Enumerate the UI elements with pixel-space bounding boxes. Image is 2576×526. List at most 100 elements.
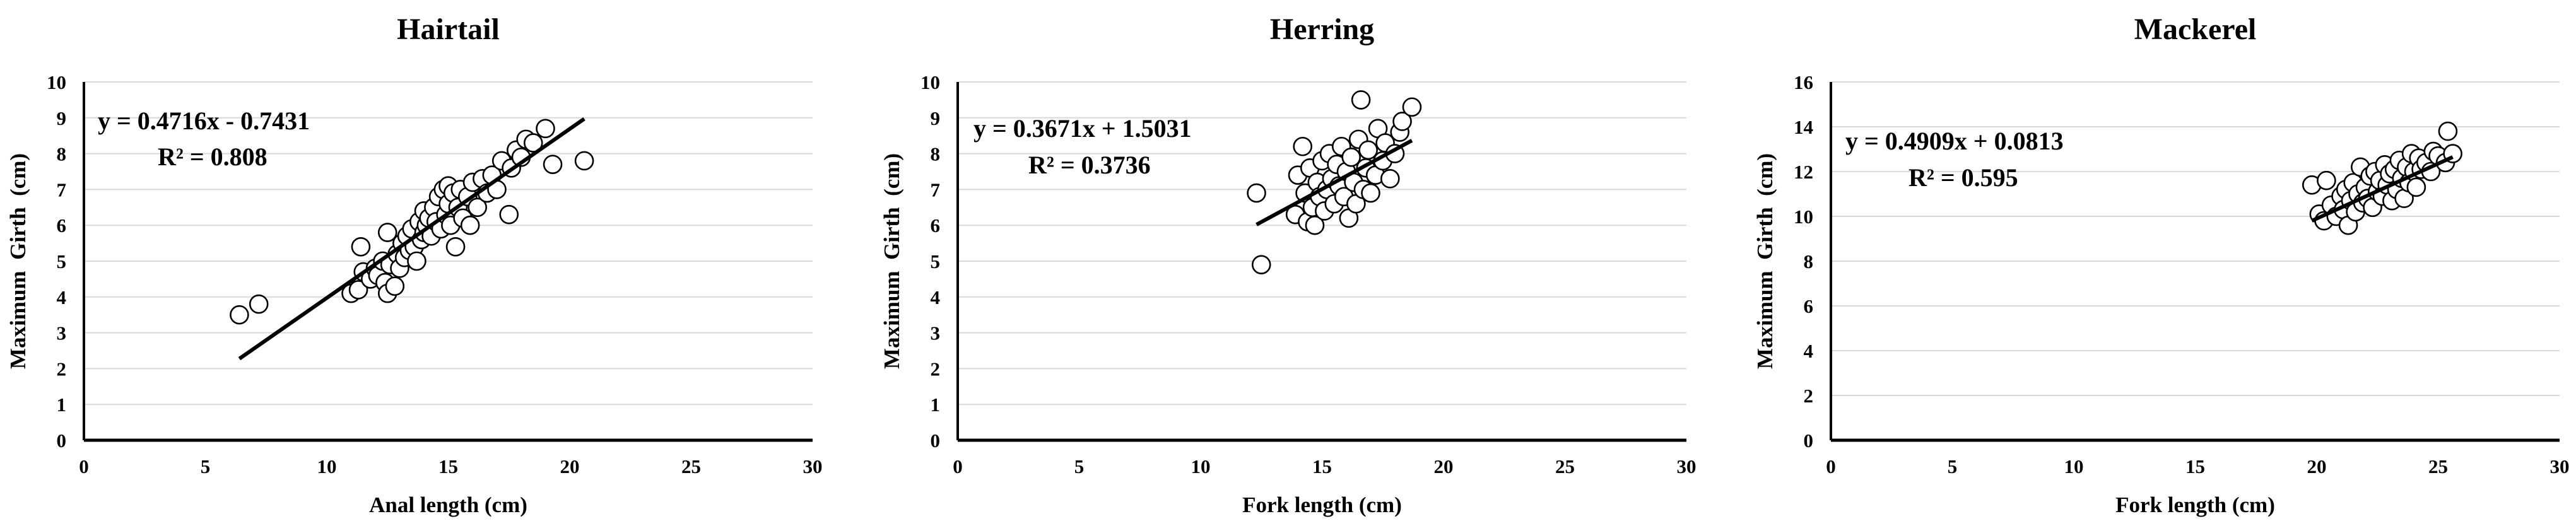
x-tick-label: 10 [1191, 455, 1211, 477]
data-point [230, 305, 249, 325]
y-tick-label: 4 [1804, 340, 1814, 362]
y-tick-label: 5 [57, 250, 67, 272]
y-tick-label: 0 [931, 430, 941, 452]
data-point [523, 133, 543, 153]
data-point [2317, 170, 2336, 190]
y-tick-label: 6 [1804, 295, 1814, 317]
trendline [238, 117, 585, 361]
data-point [499, 204, 519, 225]
chart-panel-mackerel: 0 2 4 6 8 10 12 14 16 0 5 10 15 20 25 30 Mackerel Fork le… [1753, 13, 2570, 517]
r-squared-label: R² = 0.808 [158, 143, 268, 171]
data-point [1361, 183, 1380, 203]
data-point [407, 251, 426, 271]
y-tick-label: 10 [1794, 206, 1813, 228]
y-tick-label: 9 [931, 107, 941, 129]
x-tick-label: 25 [681, 455, 701, 477]
data-point [348, 280, 368, 300]
data-point [543, 155, 563, 174]
data-point [468, 197, 488, 218]
y-tick-label: 2 [1804, 385, 1814, 407]
y-tick-label: 7 [57, 178, 67, 201]
x-tick-label: 25 [2428, 455, 2448, 477]
x-tick-label: 0 [79, 455, 89, 477]
x-tick-label: 5 [1074, 455, 1085, 477]
x-tick-label: 15 [2185, 455, 2205, 477]
data-point [385, 276, 405, 296]
y-tick-label: 2 [57, 358, 67, 380]
data-point [536, 119, 555, 139]
y-tick-label: 6 [57, 214, 67, 237]
x-axis-label: Anal length (cm) [369, 493, 527, 517]
y-tick-label: 5 [931, 250, 941, 272]
data-point [1351, 90, 1371, 110]
x-tick-label: 10 [317, 455, 337, 477]
x-tick-label: 30 [1677, 455, 1697, 477]
y-tick-label: 1 [57, 394, 67, 416]
x-tick-label: 25 [1555, 455, 1575, 477]
x-tick-label: 20 [1434, 455, 1454, 477]
y-tick-label: 10 [47, 71, 66, 93]
trendline [1256, 139, 1413, 226]
y-tick-label: 14 [1794, 116, 1813, 138]
y-axis-label: Maximum Girth (cm) [1753, 153, 1777, 369]
x-tick-label: 15 [1312, 455, 1332, 477]
x-tick-label: 0 [1826, 455, 1836, 477]
x-tick-label: 0 [953, 455, 963, 477]
y-tick-label: 3 [931, 322, 941, 344]
y-axis-label: Maximum Girth (cm) [6, 153, 30, 369]
trendline-equation: y = 0.4716x - 0.7431 [98, 107, 310, 135]
chart-title: Herring [1270, 13, 1374, 46]
data-point [445, 237, 466, 257]
y-tick-label: 9 [57, 107, 67, 129]
data-point [1293, 136, 1312, 156]
y-tick-label: 8 [1804, 250, 1814, 272]
x-tick-label: 5 [1948, 455, 1958, 477]
x-tick-label: 15 [438, 455, 458, 477]
data-point [351, 237, 371, 257]
trendline [2311, 155, 2454, 223]
data-point [1305, 215, 1325, 235]
y-tick-label: 12 [1794, 161, 1813, 183]
x-tick-label: 20 [2307, 455, 2327, 477]
data-point [460, 215, 480, 235]
y-tick-label: 8 [931, 143, 941, 165]
chart-panel-herring: 0 1 2 3 4 5 6 7 8 9 10 0 5 10 15 20 25 30 Herring Fork leng… [879, 13, 1697, 517]
y-tick-label: 10 [920, 71, 940, 93]
r-squared-label: R² = 0.3736 [1028, 151, 1151, 179]
chart-title: Hairtail [397, 13, 500, 46]
x-axis-label: Fork length (cm) [2115, 493, 2275, 517]
data-point [1251, 255, 1271, 274]
x-tick-label: 5 [201, 455, 211, 477]
y-tick-label: 8 [57, 143, 67, 165]
y-tick-label: 1 [931, 394, 941, 416]
data-point [249, 294, 269, 314]
data-point [377, 223, 397, 242]
y-tick-label: 2 [931, 358, 941, 380]
data-point [1341, 147, 1361, 167]
y-tick-label: 0 [57, 430, 67, 452]
y-tick-label: 0 [1804, 430, 1814, 452]
data-point [1247, 183, 1266, 203]
y-tick-label: 3 [57, 322, 67, 344]
x-tick-label: 20 [560, 455, 580, 477]
data-point [1402, 97, 1422, 117]
x-tick-label: 10 [2064, 455, 2084, 477]
x-tick-label: 30 [2550, 455, 2570, 477]
y-tick-label: 7 [931, 178, 941, 201]
y-axis-label: Maximum Girth (cm) [879, 153, 904, 369]
y-tick-label: 16 [1794, 71, 1813, 93]
data-point [2438, 121, 2458, 141]
chart-title: Mackerel [2134, 13, 2257, 46]
y-tick-label: 4 [57, 286, 67, 308]
x-axis-label: Fork length (cm) [1242, 493, 1402, 517]
x-tick-label: 30 [803, 455, 823, 477]
chart-panel-hairtail: 0 1 2 3 4 5 6 7 8 9 10 0 5 10 15 20 25 30 Hairtail Anal len… [6, 13, 823, 517]
data-point [2406, 177, 2426, 197]
data-point [1392, 112, 1412, 131]
r-squared-label: R² = 0.595 [1908, 163, 2018, 192]
data-point [1358, 140, 1378, 160]
data-point [574, 151, 594, 171]
trendline-equation: y = 0.4909x + 0.0813 [1845, 127, 2064, 155]
y-tick-label: 6 [931, 214, 941, 237]
